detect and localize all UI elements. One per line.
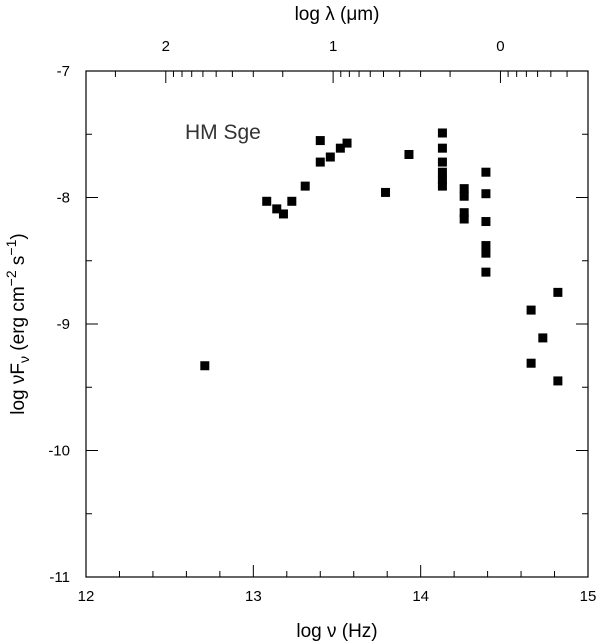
data-point	[459, 214, 469, 224]
data-point	[526, 305, 536, 315]
y-axis-title-part: )	[8, 233, 29, 239]
tick-labels: 12 13 14 15 -7 -8 -9 -10 -11 2 1 0	[48, 38, 596, 605]
x-tick-label: 14	[412, 588, 429, 605]
x-axis-title: log ν (Hz)	[296, 621, 377, 642]
data-point	[437, 175, 447, 185]
data-point	[404, 149, 414, 159]
data-point	[553, 287, 563, 297]
data-point	[315, 157, 325, 167]
data-point	[381, 187, 391, 197]
top-tick-label: 0	[496, 38, 504, 55]
y-axis-title-part: (erg cm	[8, 286, 29, 356]
object-annotation: HM Sge	[185, 121, 261, 144]
data-points	[200, 128, 563, 386]
data-point	[481, 267, 491, 277]
data-point	[262, 196, 272, 206]
x-tick-label: 12	[78, 588, 95, 605]
y-tick-label: -10	[48, 443, 70, 460]
data-point	[287, 196, 297, 206]
y-axis-title-part: ν	[16, 356, 32, 363]
tick-marks	[85, 70, 589, 578]
y-axis-title: log νFν (erg cm−2 s−1)	[3, 233, 32, 414]
data-point	[437, 181, 447, 191]
top-tick-label: 2	[162, 38, 170, 55]
top-tick-label: 1	[329, 38, 337, 55]
data-point	[342, 138, 352, 148]
data-point	[437, 167, 447, 177]
y-tick-label: -7	[57, 63, 70, 80]
data-point	[553, 376, 563, 386]
data-point	[459, 184, 469, 194]
y-tick-label: -8	[57, 190, 70, 207]
data-point	[481, 241, 491, 251]
y-axis-title-part: −2	[3, 270, 19, 286]
data-point	[538, 333, 548, 343]
data-point	[325, 152, 335, 162]
data-point	[437, 157, 447, 167]
data-point	[335, 143, 345, 153]
data-point	[272, 204, 282, 214]
data-point	[481, 167, 491, 177]
y-tick-label: -9	[57, 316, 70, 333]
data-point	[459, 208, 469, 218]
data-point	[300, 181, 310, 191]
data-point	[315, 136, 325, 146]
data-point	[459, 191, 469, 201]
data-point	[437, 128, 447, 138]
data-point	[437, 143, 447, 153]
data-point	[481, 248, 491, 258]
y-axis-title-part: s	[8, 256, 29, 271]
y-tick-label: -11	[49, 569, 70, 586]
y-axis-title-part: log νF	[8, 363, 29, 415]
data-point	[526, 358, 536, 368]
data-point	[481, 189, 491, 199]
data-point	[278, 209, 288, 219]
y-axis-title-part: −1	[3, 239, 19, 255]
x-tick-label: 15	[580, 588, 597, 605]
data-point	[200, 361, 210, 371]
top-axis-title: log λ (μm)	[295, 4, 380, 25]
data-point	[481, 217, 491, 227]
x-tick-label: 13	[245, 588, 262, 605]
